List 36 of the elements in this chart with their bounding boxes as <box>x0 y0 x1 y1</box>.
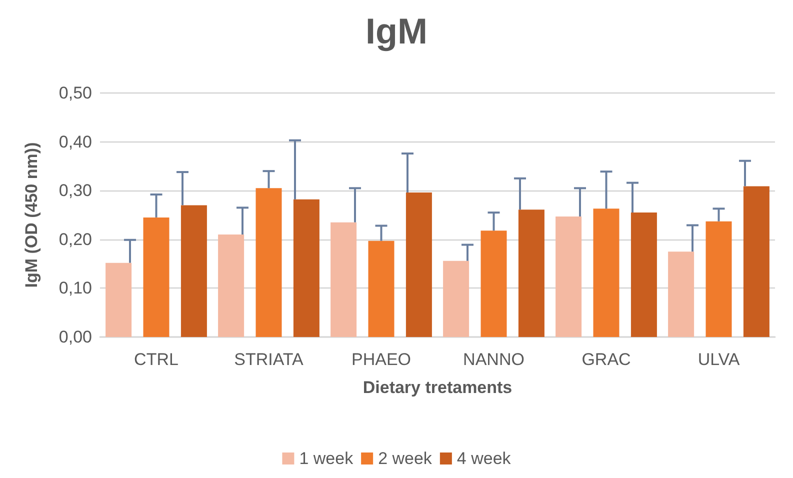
y-tick-label: 0,30 <box>58 181 92 200</box>
y-tick-label: 0,40 <box>58 132 92 152</box>
bar <box>593 208 620 337</box>
y-tick-label: 0,50 <box>58 84 92 102</box>
legend-label: 2 week <box>378 449 432 468</box>
x-tick-label: GRAC <box>582 350 631 369</box>
y-tick-label: 0,20 <box>58 230 92 249</box>
bar <box>556 216 582 337</box>
bar <box>218 234 244 337</box>
y-axis-title: IgM (OD (450 nm)) <box>22 142 41 288</box>
x-tick-label: PHAEO <box>351 350 412 369</box>
x-tick-label: NANNO <box>463 350 524 369</box>
x-tick-label: ULVA <box>698 350 740 369</box>
bar <box>330 222 357 337</box>
bar <box>368 240 394 337</box>
bar <box>443 260 470 337</box>
x-tick-label: CTRL <box>134 350 178 369</box>
bar <box>518 210 544 337</box>
legend-label: 4 week <box>456 449 512 468</box>
bar <box>406 192 432 337</box>
x-axis-title: Dietary tretaments <box>362 378 512 397</box>
bar <box>630 212 657 337</box>
bar <box>743 186 770 337</box>
bar <box>706 221 732 337</box>
bar <box>143 217 170 337</box>
bar <box>668 252 694 337</box>
legend-label: 1 week <box>299 449 354 468</box>
bar <box>256 188 282 337</box>
y-tick-label: 0,00 <box>58 328 92 346</box>
bar <box>293 199 320 337</box>
bar <box>480 230 507 337</box>
bar <box>106 262 132 337</box>
y-tick-label: 0,10 <box>58 278 92 298</box>
x-tick-label: STRIATA <box>234 350 304 369</box>
chart-title: IgM <box>366 10 428 52</box>
bar <box>180 205 207 337</box>
